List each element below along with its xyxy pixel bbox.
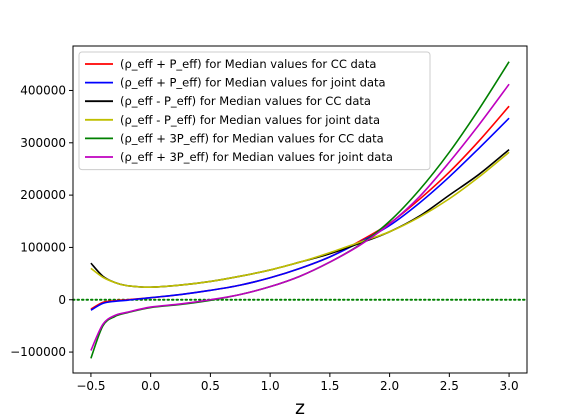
y-tick-label: 200000	[20, 188, 66, 202]
legend: (ρ_eff + P_eff) for Median values for CC…	[78, 51, 431, 171]
y-tick-label: 100000	[20, 240, 66, 254]
series-layer	[72, 61, 528, 359]
y-tick-label: 300000	[20, 136, 66, 150]
series-line-6	[90, 83, 510, 351]
series-line-3	[90, 148, 510, 289]
series-line-2	[90, 117, 510, 311]
legend-label: (ρ_eff - P_eff) for Median values for CC…	[120, 94, 371, 108]
legend-label: (ρ_eff + P_eff) for Median values for jo…	[120, 76, 386, 90]
legend-label: (ρ_eff + 3P_eff) for Median values for C…	[120, 131, 384, 145]
y-tick-label: 400000	[20, 83, 66, 97]
x-tick-label: 0.5	[201, 379, 220, 393]
x-tick-label: −0.5	[76, 379, 105, 393]
y-tick-label: 0	[58, 293, 66, 307]
x-tick-label: 1.0	[261, 379, 280, 393]
x-tick-label: 3.0	[500, 379, 519, 393]
y-tick-label: −100000	[10, 345, 66, 359]
legend-label: (ρ_eff - P_eff) for Median values for jo…	[120, 113, 380, 127]
legend-label: (ρ_eff + 3P_eff) for Median values for j…	[120, 150, 393, 164]
x-tick-label: 0.0	[141, 379, 160, 393]
x-tick-label: 2.5	[440, 379, 459, 393]
axes-layer: −0.5 0.0 0.5 1.0 1.5 2.0 2.5 3.0 −100000 0 100000 2…	[10, 45, 528, 418]
x-axis-label: z	[295, 397, 305, 418]
x-tick-label: 1.5	[320, 379, 339, 393]
x-tick-label: 2.0	[380, 379, 399, 393]
legend-label: (ρ_eff + P_eff) for Median values for CC…	[120, 57, 376, 71]
legend-box	[78, 51, 431, 171]
plot-frame	[72, 45, 528, 374]
series-line-4	[90, 151, 510, 289]
